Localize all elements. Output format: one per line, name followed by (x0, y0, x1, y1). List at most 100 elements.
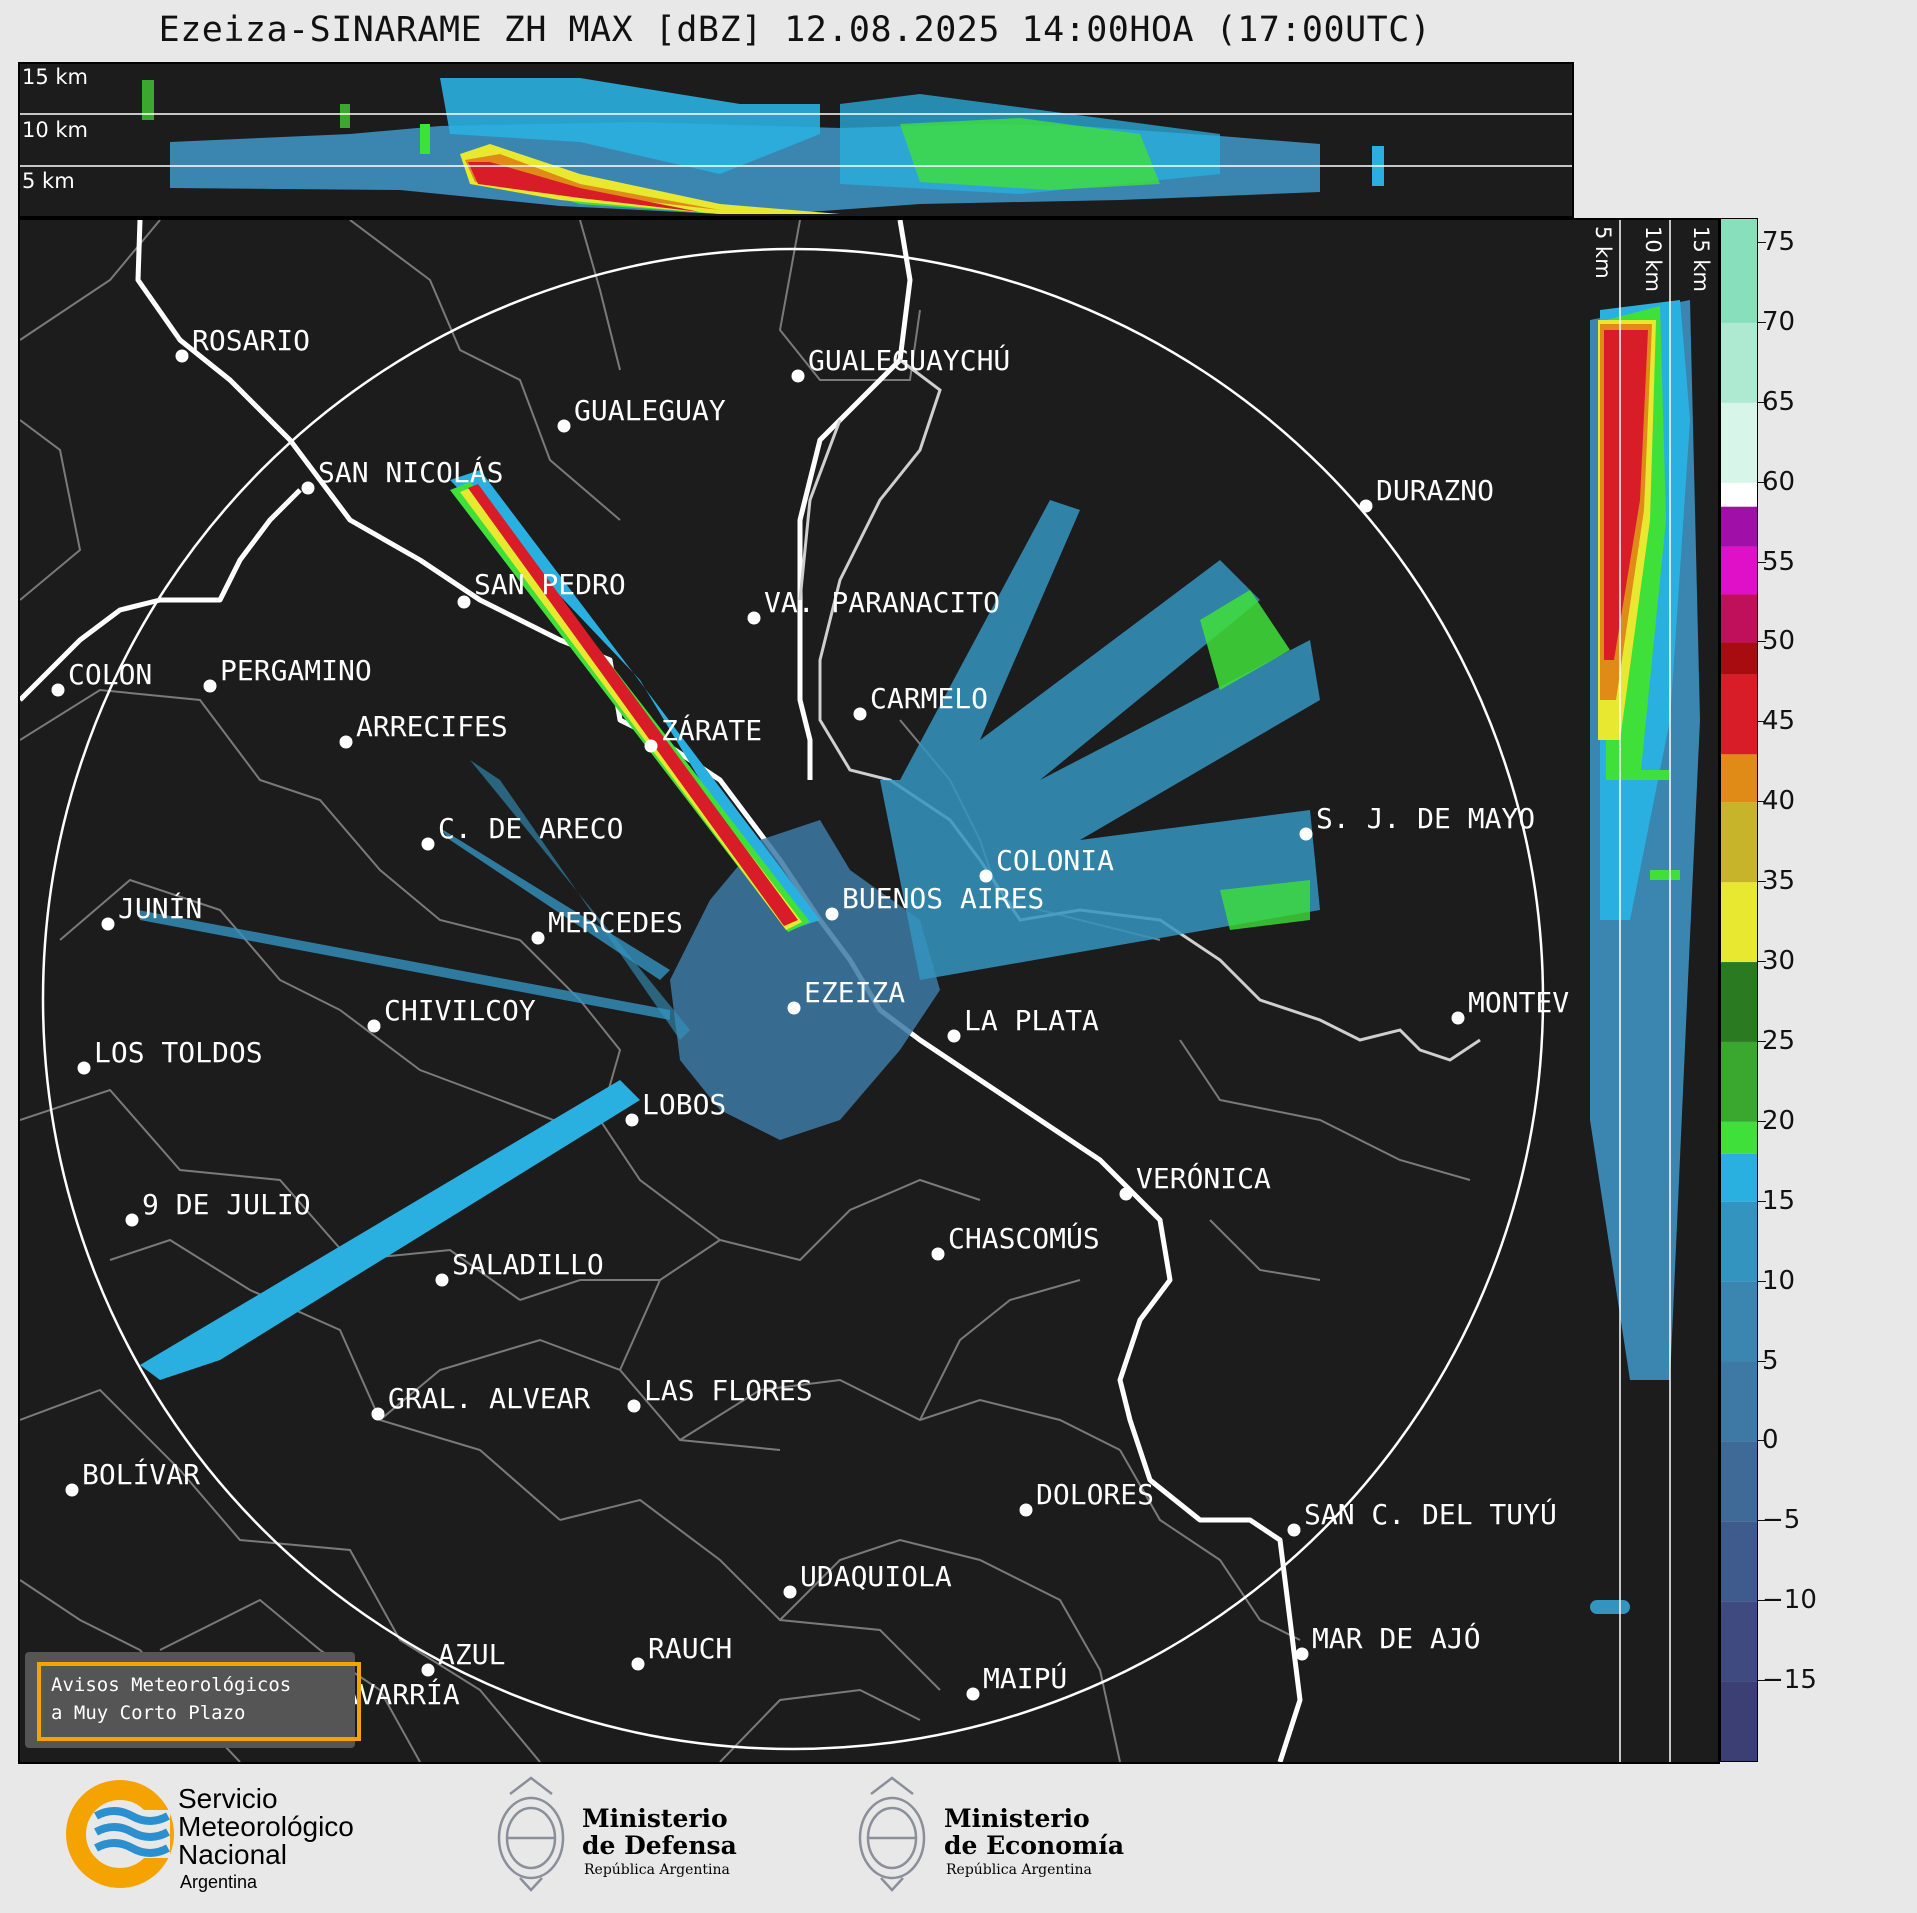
city-label: BOLÍVAR (82, 1457, 200, 1491)
city-dot (339, 735, 353, 749)
city-label: PERGAMINO (220, 654, 372, 687)
colorbar-segment (1721, 754, 1757, 803)
city-marker: VERÓNICA (1119, 1161, 1271, 1201)
defensa-shield-icon (497, 1776, 565, 1892)
colorbar-tick (1758, 321, 1766, 323)
city-dot (367, 1019, 381, 1033)
city-dot (421, 1663, 435, 1677)
city-marker: DOLORES (1019, 1478, 1154, 1517)
city-label: JUNÍN (118, 891, 202, 925)
warning-line2: a Muy Corto Plazo (51, 1702, 246, 1724)
colorbar-segment (1721, 546, 1757, 595)
city-label: GUALEGUAY (574, 394, 726, 427)
city-label: 9 DE JULIO (142, 1188, 311, 1221)
city-marker: BUENOS AIRES (825, 882, 1044, 921)
city-marker: S. J. DE MAYO (1299, 802, 1535, 841)
warning-line1: Avisos Meteorológicos (51, 1674, 292, 1696)
city-label: GUALEGUAYCHÚ (808, 343, 1010, 377)
city-label: VA. PARANACITO (764, 586, 1000, 619)
economia-line2: de Economía (944, 1831, 1124, 1860)
colorbar-tick-label: 65 (1762, 386, 1796, 417)
defensa-line2: de Defensa (582, 1831, 737, 1860)
city-label: ZÁRATE (661, 713, 762, 747)
city-label: MAIPÚ (983, 1661, 1067, 1695)
colorbar-segment (1721, 882, 1757, 963)
side-echo-layer (1590, 300, 1700, 1614)
city-label: COLONIA (996, 844, 1114, 877)
colorbar-tick-label: −15 (1762, 1665, 1817, 1696)
colorbar-tick-label: 45 (1762, 706, 1796, 737)
city-dot (457, 595, 471, 609)
colorbar-tick-label: 35 (1762, 866, 1796, 897)
city-dot (631, 1657, 645, 1671)
radar-range-ring (41, 247, 1545, 1751)
colorbar-tick-label: 30 (1762, 946, 1796, 977)
city-dot (371, 1407, 385, 1421)
economia-line1: Ministerio (944, 1804, 1090, 1833)
city-dot (301, 481, 315, 495)
side-alt-label-15: 15 km (1689, 226, 1713, 292)
colorbar-segment (1721, 1601, 1757, 1682)
colorbar-tick (1758, 801, 1766, 803)
colorbar-tick (1758, 1600, 1766, 1602)
city-dot (421, 837, 435, 851)
smn-line4: Argentina (180, 1872, 258, 1892)
city-marker: ZÁRATE (644, 713, 762, 753)
colorbar-segment (1721, 594, 1757, 643)
colorbar-tick-label: 0 (1762, 1425, 1779, 1456)
city-dot (783, 1585, 797, 1599)
city-label: DOLORES (1036, 1478, 1154, 1511)
colorbar-tick-label: 5 (1762, 1345, 1779, 1376)
radar-echoes (138, 470, 1320, 1380)
city-label: ROSARIO (192, 324, 310, 357)
colorbar-tick-label: 50 (1762, 626, 1796, 657)
city-label: COLON (68, 658, 152, 691)
city-marker: COLONIA (979, 844, 1114, 883)
city-label: SAN PEDRO (474, 568, 626, 601)
city-label: UDAQUIOLA (800, 1560, 952, 1593)
warning-box[interactable]: Avisos Meteorológicos a Muy Corto Plazo (25, 1652, 361, 1748)
colorbar-tick (1758, 721, 1766, 723)
colorbar-tick (1758, 481, 1766, 483)
city-dot (77, 1061, 91, 1075)
economia-line3: República Argentina (946, 1862, 1092, 1878)
city-marker: EZEIZA (787, 976, 905, 1015)
city-dot (1359, 499, 1373, 513)
city-marker: C. DE ARECO (421, 812, 623, 851)
defensa-line3: República Argentina (584, 1862, 730, 1878)
top-cross-section: 15 km 10 km 5 km (18, 62, 1574, 218)
city-label: CARMELO (870, 682, 988, 715)
radar-map[interactable]: ROSARIO GUALEGUAYCHÚ GUALEGUAY SAN NICOLÁS D… (18, 218, 1574, 1764)
footer-logos: Servicio Meteorológico Nacional Argentin… (0, 1766, 1917, 1909)
city-label: S. J. DE MAYO (1316, 802, 1535, 835)
colorbar-segment (1721, 674, 1757, 755)
city-dot (51, 683, 65, 697)
colorbar-tick (1758, 401, 1766, 403)
colorbar-tick (1758, 1040, 1766, 1042)
smn-line1: Servicio (178, 1783, 278, 1814)
city-dot (747, 611, 761, 625)
city-marker: AZUL (421, 1638, 505, 1677)
city-label: VERÓNICA (1136, 1161, 1271, 1195)
city-marker: SAN PEDRO (457, 568, 626, 609)
city-marker: JUNÍN (101, 891, 202, 931)
colorbar-tick-label: 20 (1762, 1105, 1796, 1136)
city-dot (1119, 1187, 1133, 1201)
city-label: BUENOS AIRES (842, 882, 1044, 915)
colorbar-segment (1721, 1681, 1757, 1761)
dbz-colorbar (1720, 218, 1758, 1762)
colorbar-tick-label: 40 (1762, 786, 1796, 817)
city-label: RAUCH (648, 1632, 732, 1665)
city-marker: LOS TOLDOS (77, 1036, 263, 1075)
city-marker: MERCEDES (531, 906, 683, 945)
map-title: Ezeiza-SINARAME ZH MAX [dBZ] 12.08.2025 … (158, 10, 1432, 50)
city-dot (435, 1273, 449, 1287)
city-label: AZUL (438, 1638, 505, 1671)
city-label: DURAZNO (1376, 474, 1494, 507)
city-dot (853, 707, 867, 721)
city-marker: LA PLATA (947, 1004, 1099, 1043)
colorbar-tick (1758, 1520, 1766, 1522)
smn-line3: Nacional (178, 1839, 287, 1870)
city-label: LAS FLORES (644, 1374, 813, 1407)
colorbar-segment (1721, 962, 1757, 1042)
